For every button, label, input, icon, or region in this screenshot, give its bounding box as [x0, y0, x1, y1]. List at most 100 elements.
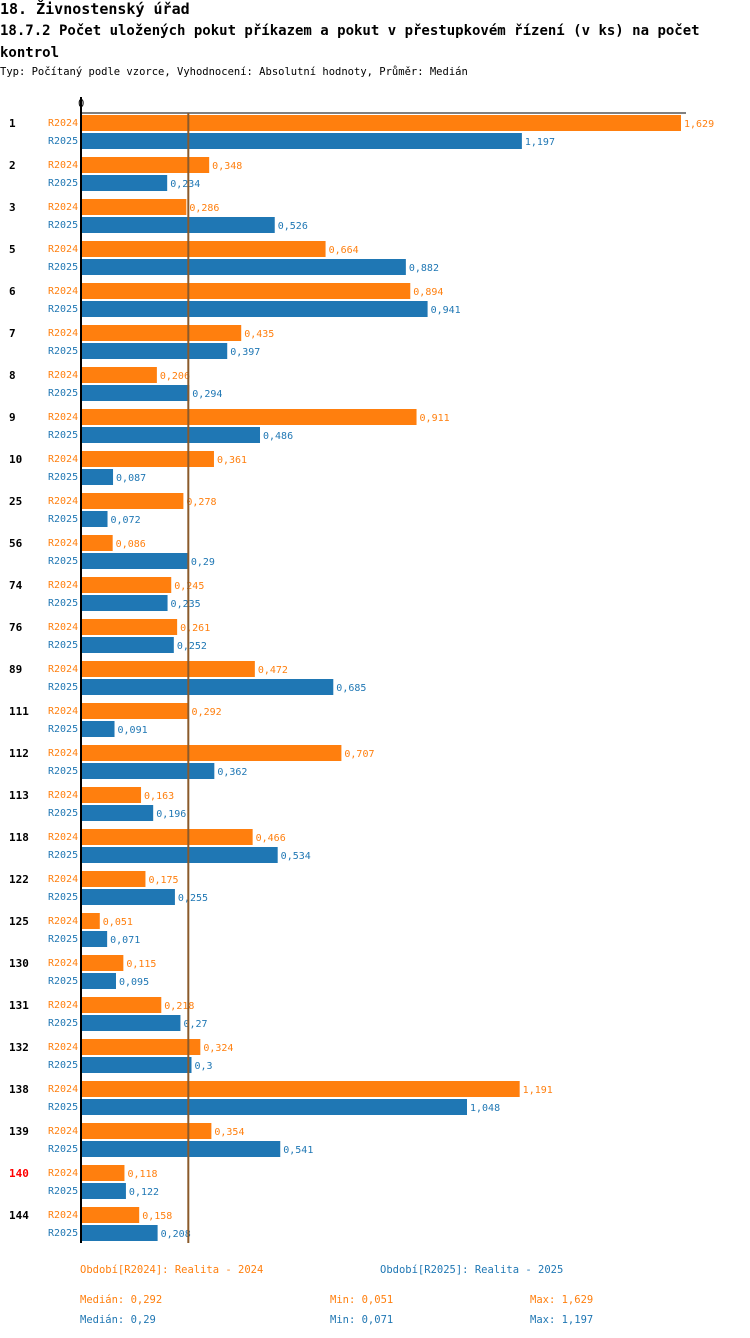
- bar-r2025: [81, 259, 406, 275]
- bar-r2025: [81, 469, 114, 485]
- bar-r2025: [81, 133, 522, 149]
- series-label-r2024: R2024: [48, 496, 78, 507]
- bar-r2024: [81, 871, 146, 887]
- stat-r2025-min: Min: 0,071: [330, 1314, 394, 1326]
- series-label-r2025: R2025: [48, 934, 78, 945]
- category-label: 3: [9, 201, 16, 214]
- stat-r2024-max: Max: 1,629: [530, 1294, 594, 1306]
- value-label-r2024: 0,894: [413, 287, 443, 298]
- value-label-r2025: 0,196: [156, 809, 186, 820]
- value-label-r2025: 0,208: [161, 1229, 191, 1240]
- series-label-r2024: R2024: [48, 244, 78, 255]
- value-label-r2024: 0,115: [126, 959, 156, 970]
- value-label-r2025: 0,362: [217, 767, 247, 778]
- category-label: 8: [9, 369, 16, 382]
- value-label-r2025: 0,235: [171, 599, 201, 610]
- series-label-r2025: R2025: [48, 766, 78, 777]
- bar-r2024: [81, 325, 242, 341]
- bar-r2025: [81, 637, 174, 653]
- category-label: 113: [9, 789, 29, 802]
- bar-r2025: [81, 1183, 126, 1199]
- value-label-r2025: 0,294: [192, 389, 222, 400]
- category-label: 9: [9, 411, 16, 424]
- stat-r2025-max: Max: 1,197: [530, 1314, 594, 1326]
- value-label-r2025: 0,486: [263, 431, 293, 442]
- series-label-r2024: R2024: [48, 1084, 78, 1095]
- value-label-r2024: 1,629: [684, 119, 714, 130]
- series-label-r2024: R2024: [48, 160, 78, 171]
- category-label: 112: [9, 747, 29, 760]
- value-label-r2025: 0,087: [116, 473, 146, 484]
- series-label-r2024: R2024: [48, 580, 78, 591]
- value-label-r2025: 0,095: [119, 977, 149, 988]
- value-label-r2025: 1,197: [525, 137, 555, 148]
- bar-r2025: [81, 721, 115, 737]
- category-label: 10: [9, 453, 22, 466]
- stat-r2024-min: Min: 0,051: [330, 1294, 394, 1306]
- value-label-r2024: 0,292: [192, 707, 222, 718]
- series-label-r2024: R2024: [48, 370, 78, 381]
- category-label: 74: [9, 579, 23, 592]
- value-label-r2025: 0,071: [110, 935, 140, 946]
- category-label: 138: [9, 1083, 29, 1096]
- series-label-r2024: R2024: [48, 538, 78, 549]
- bar-r2025: [81, 1015, 181, 1031]
- series-label-r2024: R2024: [48, 622, 78, 633]
- series-label-r2024: R2024: [48, 916, 78, 927]
- bar-r2024: [81, 913, 100, 929]
- series-label-r2025: R2025: [48, 388, 78, 399]
- bar-r2024: [81, 703, 189, 719]
- series-label-r2025: R2025: [48, 556, 78, 567]
- bar-r2025: [81, 1225, 158, 1241]
- value-label-r2025: 0,541: [283, 1145, 313, 1156]
- category-label: 118: [9, 831, 29, 844]
- category-label: 132: [9, 1041, 29, 1054]
- bar-r2024: [81, 997, 162, 1013]
- value-label-r2024: 0,361: [217, 455, 247, 466]
- stat-r2024-median: Medián: 0,292: [80, 1294, 163, 1306]
- series-label-r2025: R2025: [48, 178, 78, 189]
- series-label-r2025: R2025: [48, 640, 78, 651]
- value-label-r2024: 0,206: [160, 371, 190, 382]
- value-label-r2024: 0,324: [203, 1043, 233, 1054]
- series-label-r2024: R2024: [48, 832, 78, 843]
- bar-r2024: [81, 787, 142, 803]
- category-label: 56: [9, 537, 23, 550]
- series-label-r2024: R2024: [48, 1126, 78, 1137]
- bar-r2024: [81, 283, 411, 299]
- bar-r2024: [81, 1165, 125, 1181]
- series-label-r2025: R2025: [48, 1228, 78, 1239]
- value-label-r2024: 0,707: [344, 749, 374, 760]
- bar-r2025: [81, 931, 108, 947]
- series-label-r2025: R2025: [48, 598, 78, 609]
- bar-r2024: [81, 157, 210, 173]
- category-label: 1: [9, 117, 16, 130]
- series-label-r2024: R2024: [48, 118, 78, 129]
- value-label-r2024: 0,163: [144, 791, 174, 802]
- bar-r2024: [81, 745, 342, 761]
- chart-type-line: Typ: Počítaný podle vzorce, Vyhodnocení:…: [0, 66, 468, 78]
- bar-r2025: [81, 1057, 192, 1073]
- page-title: 18. Živnostenský úřad: [0, 0, 190, 18]
- bar-r2025: [81, 175, 168, 191]
- category-label: 25: [9, 495, 22, 508]
- bar-r2025: [81, 973, 116, 989]
- category-label: 140: [9, 1167, 29, 1180]
- value-label-r2024: 0,911: [420, 413, 450, 424]
- bar-r2024: [81, 1039, 201, 1055]
- bar-r2025: [81, 217, 275, 233]
- series-label-r2024: R2024: [48, 1210, 78, 1221]
- category-label: 6: [9, 285, 16, 298]
- bar-r2025: [81, 1099, 468, 1115]
- category-label: 122: [9, 873, 29, 886]
- value-label-r2024: 0,118: [127, 1169, 157, 1180]
- series-label-r2025: R2025: [48, 1060, 78, 1071]
- category-label: 76: [9, 621, 23, 634]
- bar-r2024: [81, 1207, 140, 1223]
- value-label-r2024: 0,051: [103, 917, 133, 928]
- bar-r2025: [81, 847, 278, 863]
- bar-r2024: [81, 451, 214, 467]
- legend-r2025: Období[R2025]: Realita - 2025: [380, 1264, 564, 1276]
- category-label: 131: [9, 999, 29, 1012]
